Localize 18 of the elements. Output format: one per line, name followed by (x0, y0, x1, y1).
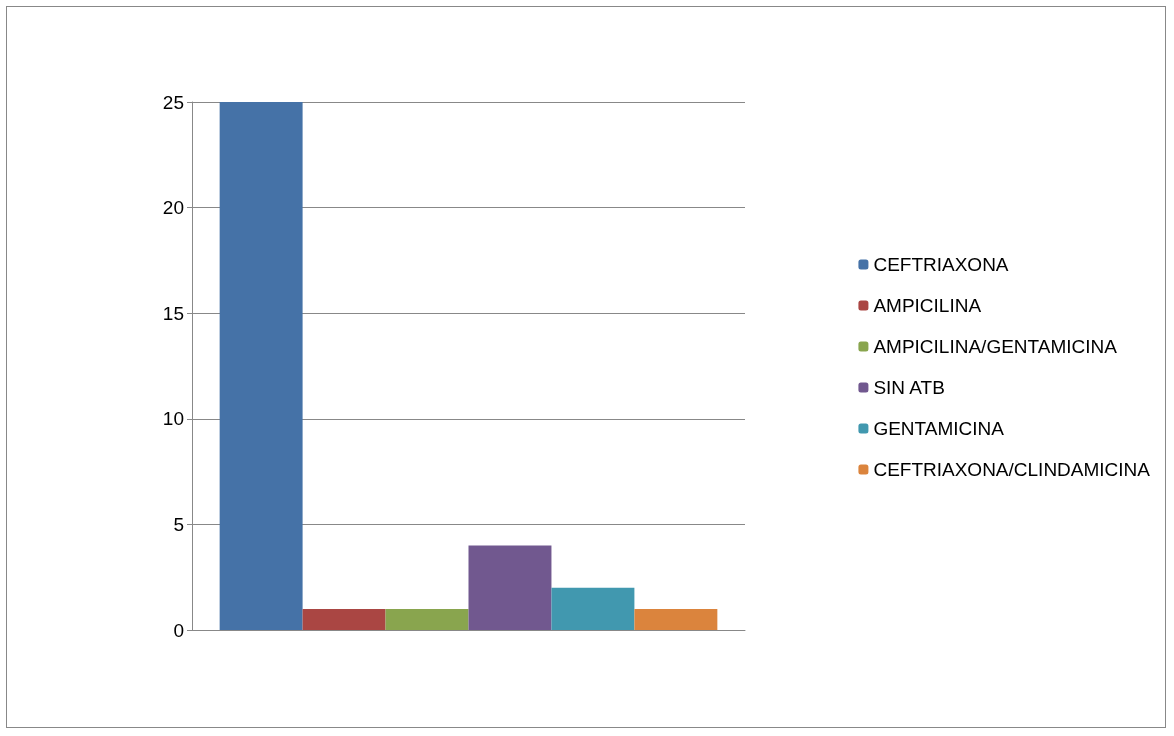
legend-label: CEFTRIAXONA/CLINDAMICINA (873, 459, 1151, 480)
legend-label: GENTAMICINA (873, 418, 1005, 439)
y-tick-label: 5 (173, 513, 184, 535)
y-tick-label: 0 (173, 619, 184, 641)
bar (551, 587, 635, 630)
bar (219, 102, 303, 630)
y-tick-label: 10 (162, 408, 184, 430)
y-tick-label: 20 (162, 197, 184, 219)
bar (385, 608, 469, 630)
bar (302, 608, 386, 630)
y-tick-label: 15 (162, 302, 184, 324)
legend-label: CEFTRIAXONA (873, 254, 1009, 275)
legend-label: AMPICILINA/GENTAMICINA (873, 336, 1118, 357)
bar (468, 545, 552, 630)
bar (634, 608, 718, 630)
legend-label: SIN ATB (873, 377, 945, 398)
y-tick-label: 25 (162, 91, 184, 113)
legend-label: AMPICILINA (873, 295, 982, 316)
